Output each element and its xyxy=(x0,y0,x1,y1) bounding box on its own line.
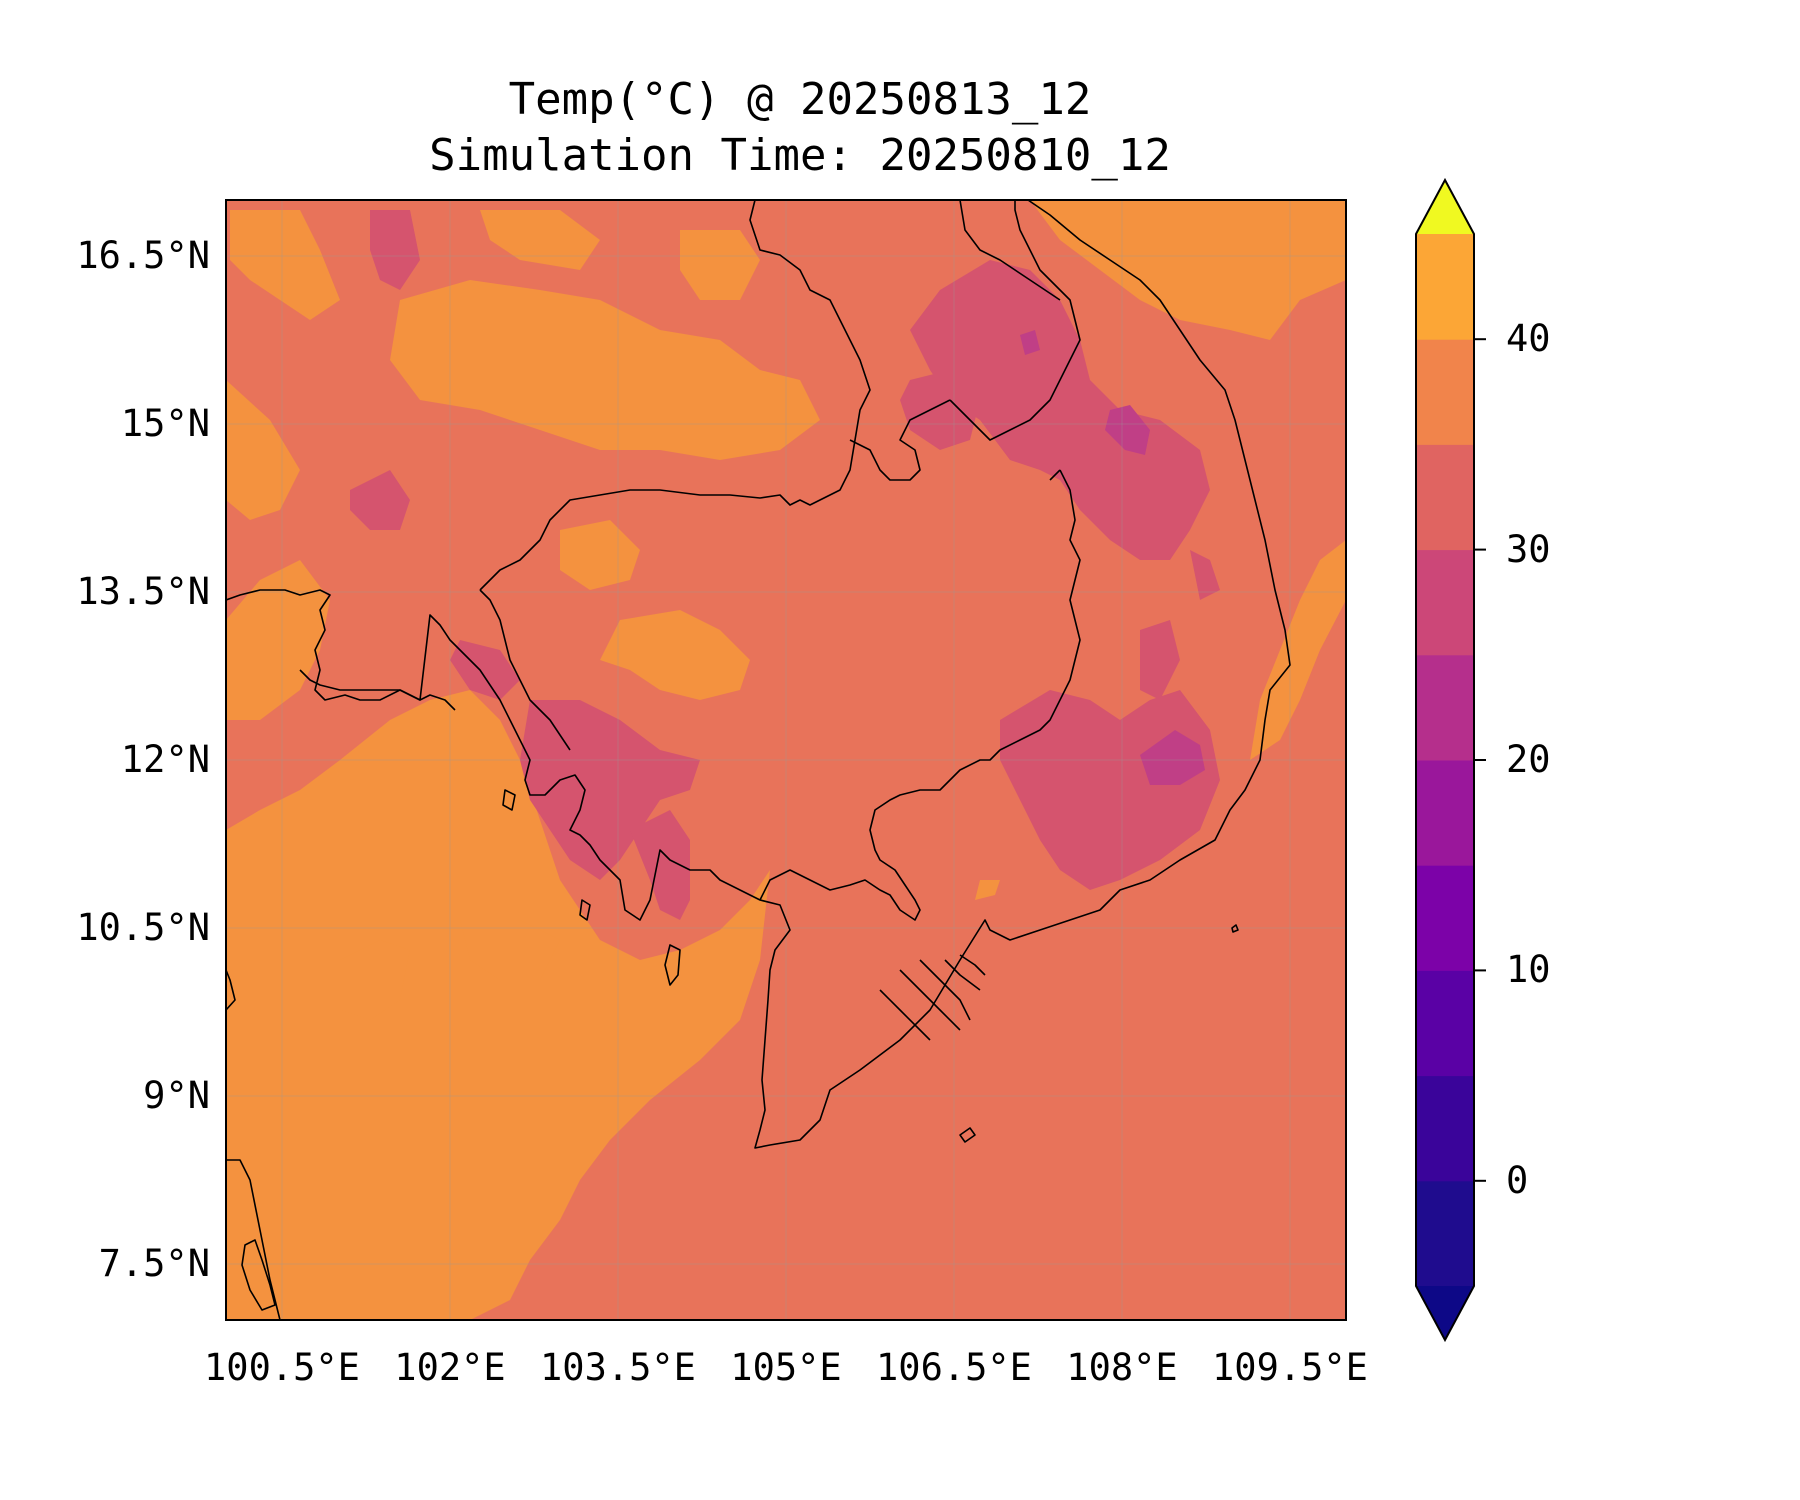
lat-tick-label: 7.5°N xyxy=(98,1242,210,1285)
grid-lines xyxy=(226,200,1346,1320)
colorbar-bin xyxy=(1416,970,1474,1077)
colorbar xyxy=(1415,177,1486,1343)
temp-field-30-35 xyxy=(226,200,1346,1320)
colorbar-bin xyxy=(1416,1180,1474,1287)
lon-tick-label: 109.5°E xyxy=(1212,1346,1368,1389)
lat-tick-label: 13.5°N xyxy=(76,570,210,613)
colorbar-tick-label: 20 xyxy=(1506,738,1551,781)
lon-tick-label: 102°E xyxy=(394,1346,506,1389)
lat-tick-label: 9°N xyxy=(143,1074,210,1117)
colorbar-bin xyxy=(1416,549,1474,656)
colorbar-bin xyxy=(1416,1075,1474,1182)
colorbar-bin xyxy=(1416,234,1474,340)
colorbar-bin xyxy=(1416,654,1474,761)
colorbar-bin xyxy=(1416,444,1474,551)
colorbar-bin xyxy=(1416,865,1474,971)
colorbar-tick-label: 30 xyxy=(1506,527,1551,571)
temp-field-15-20 xyxy=(1020,330,1205,785)
colorbar-bin xyxy=(1416,760,1474,866)
lon-tick-label: 106.5°E xyxy=(876,1346,1032,1389)
lat-tick-label: 10.5°N xyxy=(76,906,210,949)
colorbar-extend-max xyxy=(1416,180,1474,234)
map-frame xyxy=(225,199,1347,1321)
map-subtitle: Simulation Time: 20250810_12 xyxy=(429,130,1171,181)
colorbar-tick-label: 10 xyxy=(1506,948,1551,992)
lon-tick-label: 103.5°E xyxy=(540,1346,696,1389)
colorbar-outline xyxy=(1415,177,1475,1343)
lat-tick-label: 15°N xyxy=(120,402,210,445)
lon-tick-label: 105°E xyxy=(730,1346,842,1389)
coastlines-borders xyxy=(226,200,1291,1320)
colorbar-tick-label: 0 xyxy=(1506,1158,1529,1202)
lat-tick-label: 16.5°N xyxy=(76,234,210,277)
map-title: Temp(°C) @ 20250813_12 xyxy=(508,74,1092,125)
lat-tick-label: 12°N xyxy=(120,738,210,781)
lon-tick-label: 108°E xyxy=(1066,1346,1178,1389)
lon-tick-label: 100.5°E xyxy=(204,1346,360,1389)
colorbar-tick-label: 40 xyxy=(1506,317,1551,361)
colorbar-extend-min xyxy=(1416,1286,1474,1340)
colorbar-bin xyxy=(1416,339,1474,445)
